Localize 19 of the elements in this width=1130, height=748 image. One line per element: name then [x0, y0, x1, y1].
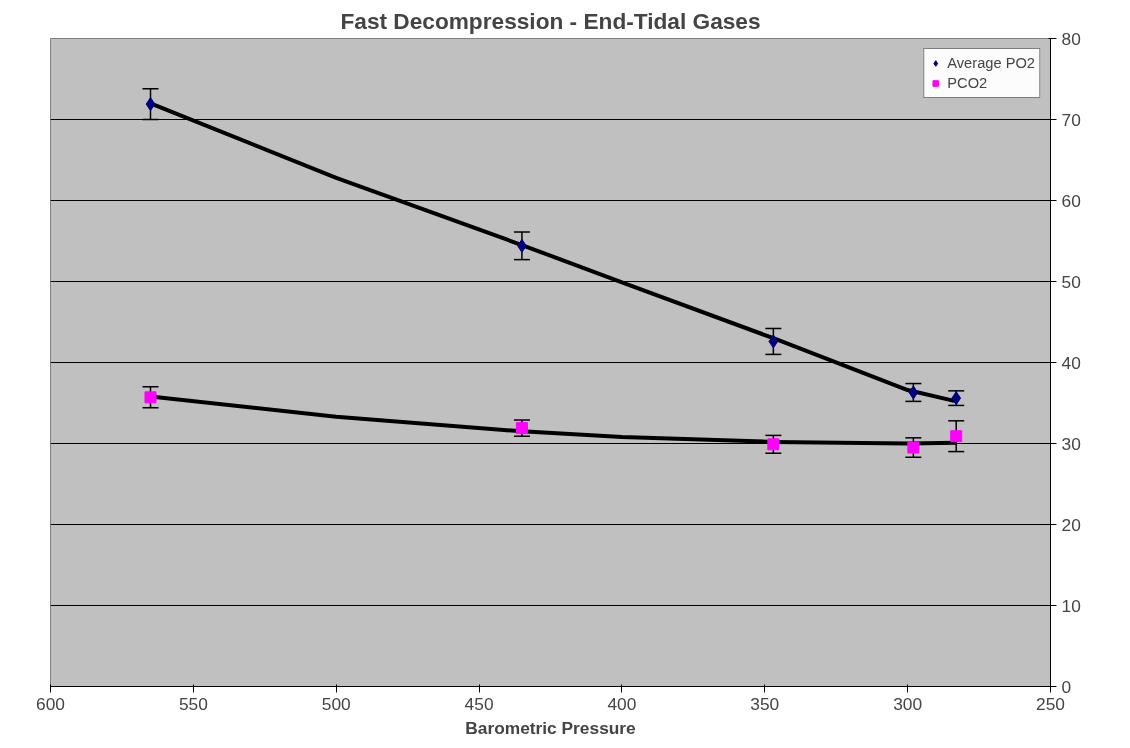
x-tick-label: 400: [607, 693, 637, 714]
x-tick-label: 450: [464, 693, 494, 714]
y-tick-label: 20: [1061, 514, 1081, 535]
y-tick-label: 40: [1061, 352, 1081, 373]
x-tick-label: 600: [36, 693, 65, 714]
y-tick-label: 50: [1061, 271, 1081, 292]
legend-label: PCO2: [947, 75, 988, 91]
legend-label: Average PO2: [947, 55, 1035, 71]
y-tick-label: 80: [1061, 28, 1081, 49]
x-axis-title: Barometric Pressure: [465, 717, 637, 738]
x-tick-label: 500: [321, 693, 351, 714]
chart-title: Fast Decompression - End-Tidal Gases: [340, 7, 761, 34]
x-tick-label: 550: [178, 693, 208, 714]
y-tick-label: 60: [1061, 190, 1081, 211]
y-tick-label: 30: [1061, 433, 1081, 454]
y-tick-label: 10: [1061, 595, 1081, 616]
x-tick-label: 300: [893, 693, 923, 714]
x-tick-label: 350: [750, 693, 780, 714]
y-tick-label: 70: [1061, 109, 1081, 130]
